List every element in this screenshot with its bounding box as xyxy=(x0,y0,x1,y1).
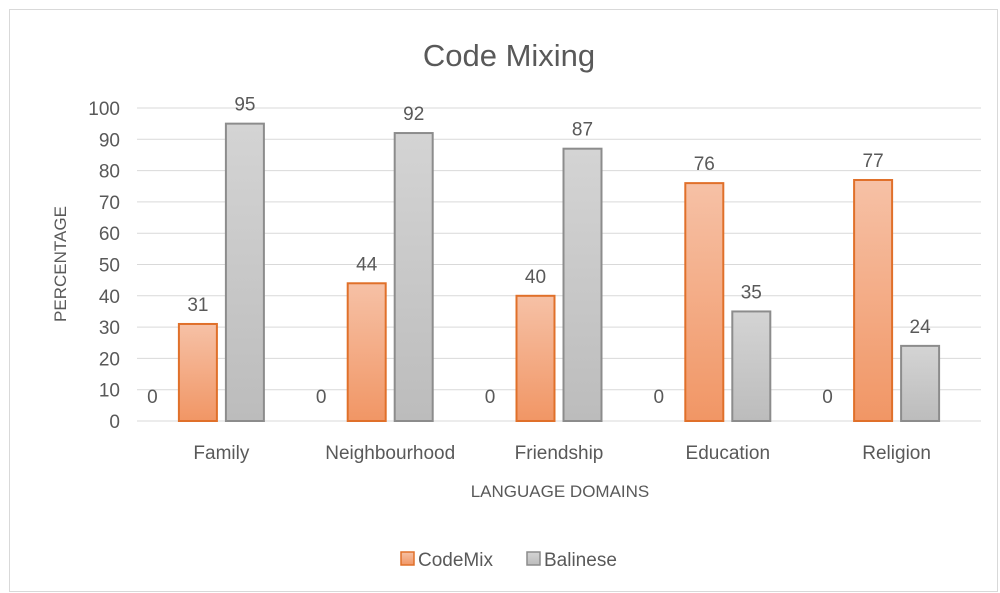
balinese-bar xyxy=(224,122,265,423)
y-tick-label: 60 xyxy=(99,224,120,245)
data-label: 87 xyxy=(572,120,593,141)
balinese-bar xyxy=(562,147,603,422)
x-axis-ticks: Family Neighbourhood Friendship Education Re… xyxy=(193,443,931,464)
legend: CodeMix Balinese xyxy=(400,550,617,571)
y-axis-title: PERCENTAGE xyxy=(51,206,70,322)
codemix-bar xyxy=(346,282,387,422)
y-tick-label: 50 xyxy=(99,256,120,277)
y-tick-label: 0 xyxy=(109,412,120,433)
codemix-bar xyxy=(853,178,894,422)
y-tick-label: 70 xyxy=(99,193,120,214)
y-tick-label: 90 xyxy=(99,130,120,151)
legend-swatch-balinese xyxy=(526,551,541,566)
y-axis-ticks: 0 10 20 30 40 50 60 70 80 90 100 xyxy=(88,99,120,433)
y-tick-label: 80 xyxy=(99,162,120,183)
zero-data-label: 0 xyxy=(147,387,158,408)
x-tick-label: Family xyxy=(193,443,249,464)
data-label: 92 xyxy=(403,104,424,125)
data-label: 31 xyxy=(187,295,208,316)
codemix-bar xyxy=(515,294,556,422)
data-label: 76 xyxy=(694,154,715,175)
gridlines xyxy=(137,107,981,422)
data-label: 44 xyxy=(356,254,378,275)
data-label: 40 xyxy=(525,267,546,288)
legend-label-codemix: CodeMix xyxy=(418,550,493,571)
bars xyxy=(177,122,941,423)
codemix-bar xyxy=(177,322,218,422)
zero-data-label: 0 xyxy=(485,387,496,408)
balinese-bar xyxy=(393,132,434,422)
chart-title: Code Mixing xyxy=(423,38,595,73)
x-tick-label: Friendship xyxy=(515,443,604,464)
x-tick-label: Religion xyxy=(862,443,931,464)
data-label: 35 xyxy=(741,282,762,303)
y-tick-label: 100 xyxy=(88,99,120,120)
data-label: 77 xyxy=(863,151,884,172)
chart-area xyxy=(9,9,998,592)
y-tick-label: 30 xyxy=(99,318,120,339)
balinese-bar xyxy=(731,310,772,423)
codemix-bar xyxy=(684,182,725,422)
zero-data-label: 0 xyxy=(316,387,327,408)
zero-data-label: 0 xyxy=(822,387,833,408)
x-tick-label: Neighbourhood xyxy=(325,443,455,464)
balinese-bar xyxy=(900,344,941,423)
y-tick-label: 10 xyxy=(99,381,120,402)
data-labels: 0 31 95 0 44 92 0 40 87 0 76 35 0 77 24 xyxy=(147,95,931,408)
data-label: 24 xyxy=(910,317,932,338)
x-tick-label: Education xyxy=(686,443,771,464)
legend-swatch-codemix xyxy=(400,551,415,566)
zero-data-label: 0 xyxy=(654,387,665,408)
data-label: 95 xyxy=(234,95,255,116)
y-tick-label: 20 xyxy=(99,349,120,370)
x-axis-title: LANGUAGE DOMAINS xyxy=(471,482,650,501)
y-tick-label: 40 xyxy=(99,287,120,308)
legend-label-balinese: Balinese xyxy=(544,550,617,571)
